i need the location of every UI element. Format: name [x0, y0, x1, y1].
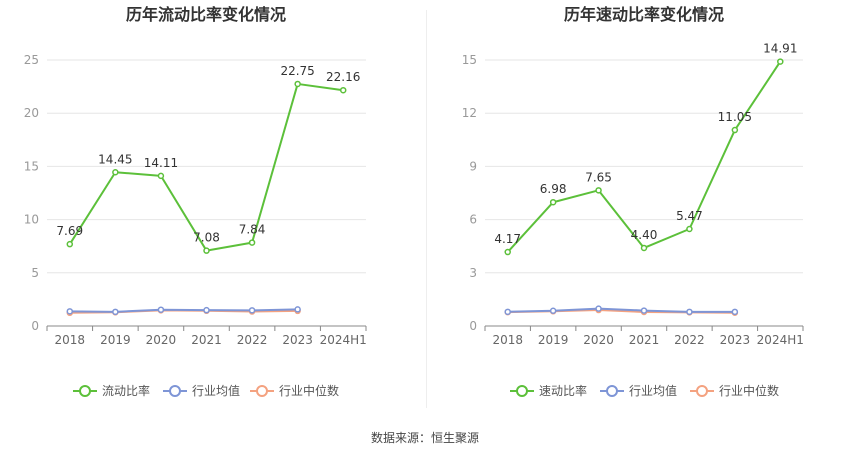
- data-point: [66, 240, 74, 248]
- legend-item-3[interactable]: 行业中位数: [250, 383, 339, 398]
- x-tick-label: 2019: [100, 333, 131, 347]
- x-tick-label: 2022: [237, 333, 268, 347]
- data-point: [203, 306, 210, 314]
- data-label: 4.17: [494, 232, 521, 246]
- data-point: [595, 187, 602, 194]
- data-point: [248, 239, 256, 246]
- legend-swatch-marker: [79, 385, 91, 397]
- x-tick-label: 2018: [55, 333, 86, 347]
- data-label: 14.91: [763, 42, 797, 56]
- x-tick-label: 2023: [282, 333, 313, 347]
- legend-label: 行业中位数: [719, 383, 779, 398]
- data-label: 14.11: [144, 156, 178, 170]
- y-tick-label: 12: [462, 106, 477, 120]
- legend-label: 流动比率: [102, 383, 150, 398]
- data-point: [595, 305, 602, 312]
- data-point: [157, 306, 165, 313]
- data-point: [640, 244, 648, 252]
- y-tick-label: 20: [24, 106, 39, 120]
- x-tick-label: 2021: [629, 333, 660, 347]
- chart-title: 历年流动比率变化情况: [126, 5, 286, 24]
- legend-item-1[interactable]: 流动比率: [73, 383, 150, 398]
- legend-label: 速动比率: [539, 383, 587, 398]
- legend-label: 行业均值: [192, 383, 240, 398]
- series-line-1: [506, 61, 782, 253]
- data-point: [777, 58, 784, 65]
- data-point: [248, 307, 256, 314]
- legend-label: 行业中位数: [279, 383, 339, 398]
- data-point: [294, 306, 301, 313]
- data-point: [731, 308, 739, 316]
- y-tick-label: 15: [24, 159, 39, 173]
- data-label: 4.40: [631, 228, 658, 242]
- data-point: [203, 247, 210, 254]
- data-source-footer: 数据来源：恒生聚源: [0, 429, 850, 446]
- data-point: [640, 307, 648, 314]
- data-label: 7.84: [239, 223, 266, 237]
- data-point: [157, 172, 165, 180]
- x-tick-label: 2022: [674, 333, 705, 347]
- panel-divider: [426, 10, 427, 408]
- legend-swatch-marker: [516, 385, 528, 397]
- y-tick-label: 0: [469, 319, 477, 333]
- y-tick-label: 10: [24, 213, 39, 227]
- data-point: [294, 80, 301, 88]
- data-label: 6.98: [540, 182, 567, 196]
- data-point: [731, 126, 739, 134]
- x-tick-label: 2023: [720, 333, 751, 347]
- data-label: 22.16: [326, 70, 360, 84]
- data-point: [686, 308, 693, 316]
- x-tick-label: 2024H1: [757, 333, 804, 347]
- series-line-1: [68, 82, 344, 252]
- source-label: 数据来源：: [370, 431, 431, 445]
- chart-title: 历年速动比率变化情况: [564, 5, 724, 24]
- legend-item-2[interactable]: 行业均值: [163, 383, 240, 398]
- data-point: [112, 308, 119, 316]
- legend-label: 行业均值: [629, 383, 677, 398]
- data-label: 22.75: [280, 64, 314, 78]
- series-line-2: [507, 307, 735, 313]
- x-tick-label: 2020: [583, 333, 614, 347]
- data-label: 11.05: [718, 110, 752, 124]
- legend-swatch-marker: [169, 385, 181, 397]
- x-tick-label: 2021: [191, 333, 222, 347]
- y-tick-label: 3: [469, 266, 477, 280]
- data-point: [549, 198, 557, 206]
- x-tick-label: 2024H1: [320, 333, 367, 347]
- chart-panel-2: 历年速动比率变化情况 0 3 6 9 12 15 2018 2019 2020 2021 2022 20…: [462, 5, 804, 398]
- legend-item-2[interactable]: 行业均值: [600, 383, 677, 398]
- data-label: 5.47: [676, 209, 703, 223]
- y-tick-label: 0: [31, 319, 39, 333]
- data-point: [504, 308, 511, 316]
- legend-swatch-marker: [696, 385, 708, 397]
- data-point: [686, 225, 693, 233]
- y-tick-label: 25: [24, 53, 39, 67]
- data-label: 7.69: [56, 224, 83, 238]
- y-tick-label: 9: [469, 159, 477, 173]
- legend-item-1[interactable]: 速动比率: [510, 383, 587, 398]
- chart-panel-1: 历年流动比率变化情况 0 5 10 15 20 25 2018 2019 2020 2021 2022…: [24, 5, 367, 398]
- series-line-2: [69, 308, 298, 313]
- y-tick-label: 15: [462, 53, 477, 67]
- legend-swatch-marker: [256, 385, 268, 397]
- data-label: 7.65: [585, 170, 612, 184]
- data-point: [112, 169, 119, 176]
- x-tick-label: 2018: [492, 333, 523, 347]
- data-point: [339, 86, 347, 94]
- legend-item-3[interactable]: 行业中位数: [690, 383, 779, 398]
- legend-swatch-marker: [606, 385, 618, 397]
- data-label: 14.45: [98, 152, 132, 166]
- x-tick-label: 2020: [146, 333, 177, 347]
- data-point: [66, 308, 74, 315]
- x-tick-label: 2019: [538, 333, 569, 347]
- source-name: 恒生聚源: [431, 431, 480, 445]
- data-label: 7.08: [193, 231, 220, 245]
- y-tick-label: 5: [31, 266, 39, 280]
- data-point: [504, 248, 511, 256]
- y-tick-label: 6: [469, 213, 477, 227]
- data-point: [549, 307, 557, 314]
